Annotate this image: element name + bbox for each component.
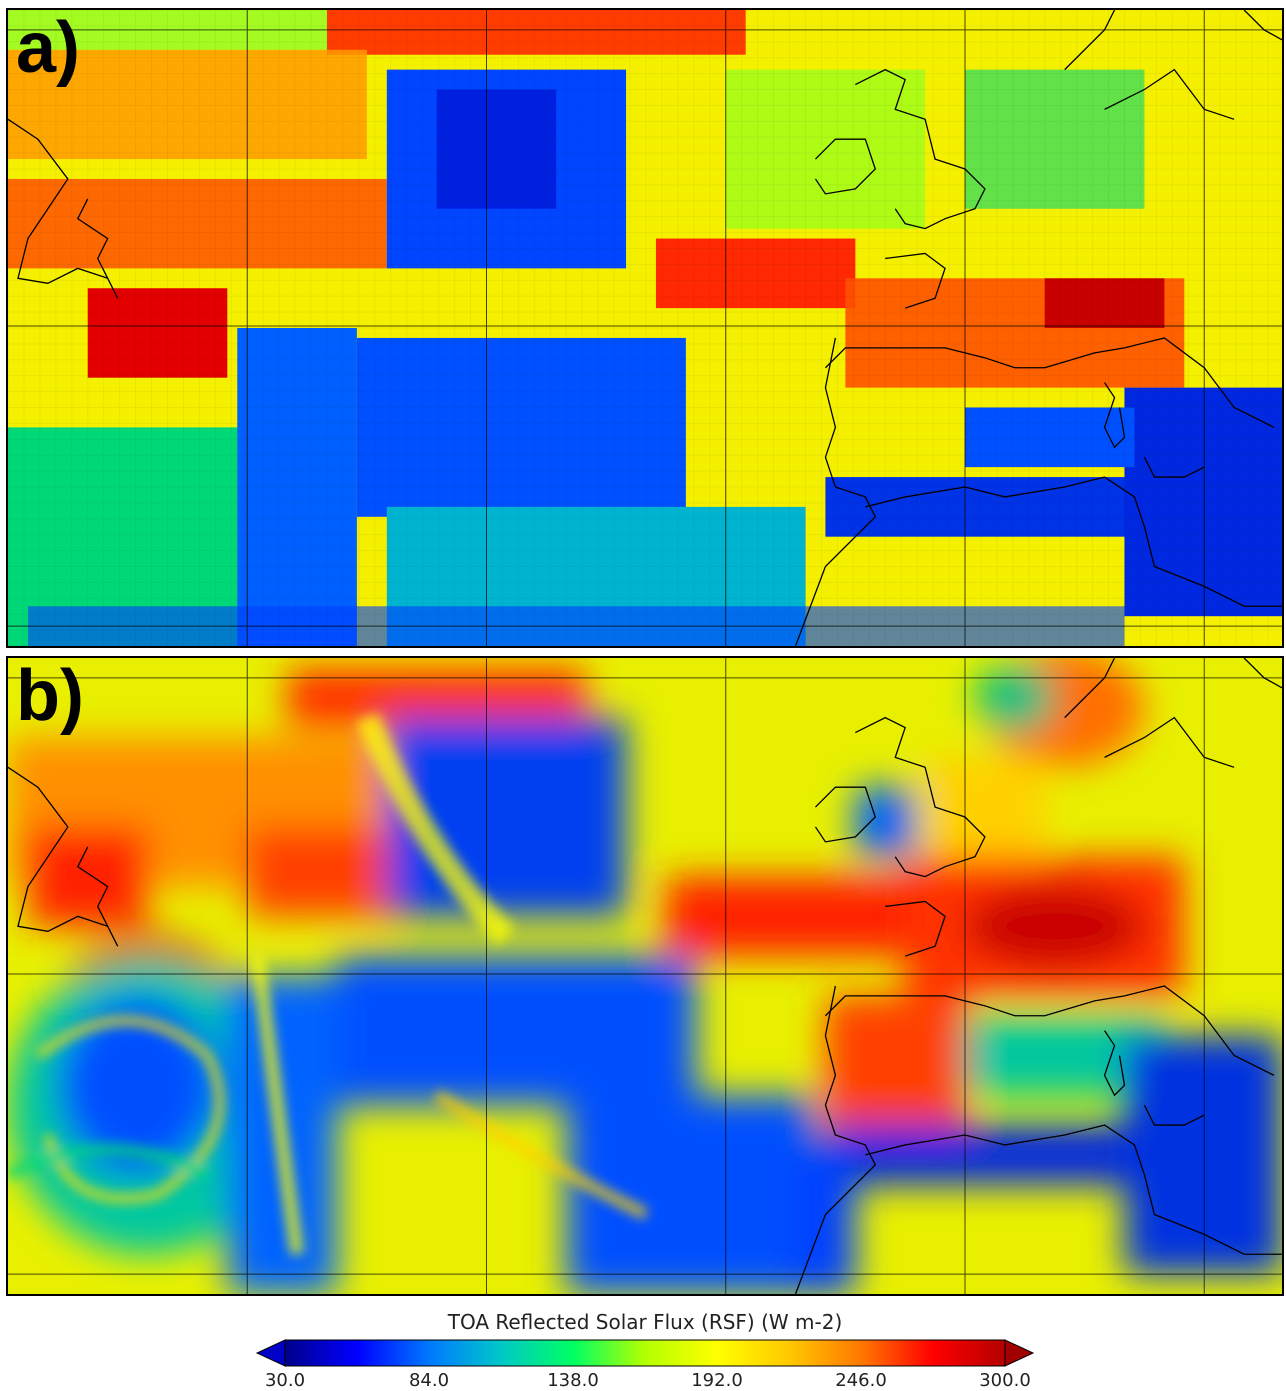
colorbar-tick-label: 84.0 <box>408 1370 450 1391</box>
colorbar: TOA Reflected Solar Flux (RSF) (W m-2) 3… <box>250 1306 1040 1391</box>
map-panel-a: a) <box>6 8 1284 648</box>
colorbar-tick-label: 192.0 <box>691 1370 743 1391</box>
colorbar-tick-label: 138.0 <box>547 1370 599 1391</box>
panel-label-a: a) <box>16 8 81 88</box>
colorbar-title: TOA Reflected Solar Flux (RSF) (W m-2) <box>447 1310 843 1334</box>
colorbar-tick-label: 246.0 <box>835 1370 887 1391</box>
colorbar-max-arrow <box>1004 1339 1035 1367</box>
flux-field-a <box>8 10 1282 646</box>
panel-label-b: b) <box>16 656 84 736</box>
map-panel-b: b) <box>6 656 1284 1296</box>
colorbar-tick-label: 300.0 <box>979 1370 1031 1391</box>
colorbar-min-arrow <box>255 1339 286 1367</box>
flux-field-b <box>8 658 1282 1294</box>
colorbar-tick-label: 30.0 <box>264 1370 306 1391</box>
colorbar-gradient <box>255 1339 1035 1367</box>
